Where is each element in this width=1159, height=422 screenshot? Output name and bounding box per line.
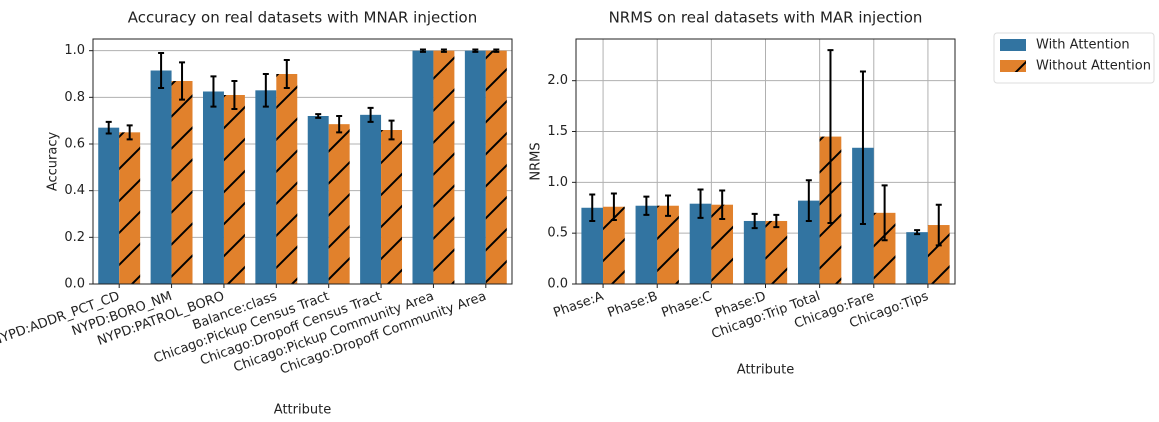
error-bar: [336, 115, 343, 134]
error-bar: [440, 48, 447, 53]
legend-frame: [993, 32, 1155, 84]
legend-label: With Attention: [1036, 38, 1130, 53]
chart-title: Accuracy on real datasets with MNAR inje…: [128, 9, 477, 27]
error-bar: [935, 203, 942, 247]
bar-hatch: [657, 205, 679, 284]
bar-hatch: [119, 132, 141, 284]
x-axis-label: Attribute: [737, 363, 794, 378]
bar: [743, 220, 766, 284]
bar: [906, 232, 928, 284]
error-bar: [315, 113, 322, 119]
bar: [360, 114, 382, 284]
error-bar: [859, 70, 866, 226]
y-tick-label: 0.2: [64, 230, 85, 245]
error-bar: [262, 73, 269, 108]
error-bar: [126, 124, 133, 141]
bar: [98, 127, 120, 285]
plot-frame: [92, 38, 513, 285]
error-bar: [610, 192, 617, 221]
bar: [202, 91, 224, 284]
error-bar: [914, 229, 921, 236]
error-bar: [589, 193, 596, 222]
bar-hatch: [765, 220, 788, 284]
error-bar: [105, 120, 112, 135]
error-bar: [283, 59, 290, 89]
y-tick-label: 0.8: [64, 90, 85, 105]
bar-hatch: [171, 81, 193, 284]
error-bar: [179, 61, 186, 101]
bar: [412, 50, 434, 284]
error-bar: [643, 195, 650, 216]
y-tick-label: 2.0: [547, 73, 568, 88]
y-axis-label: Accuracy: [46, 132, 61, 192]
error-bar: [367, 106, 374, 123]
bar: [307, 116, 329, 284]
bar-hatch: [276, 74, 298, 284]
bar: [797, 200, 820, 284]
bar: [150, 70, 172, 284]
y-tick-label: 1.5: [547, 124, 568, 139]
y-axis-label: NRMS: [529, 142, 544, 180]
error-bar: [158, 52, 165, 89]
y-tick-label: 0.4: [64, 183, 85, 198]
bar-hatch: [873, 212, 896, 284]
legend-label: Without Attention: [1036, 59, 1151, 74]
error-bar: [388, 119, 395, 141]
chart-title: NRMS on real datasets with MAR injection: [609, 9, 923, 27]
bar: [689, 203, 712, 284]
error-bar: [472, 48, 479, 53]
y-tick-label: 1.0: [64, 43, 85, 58]
y-tick-label: 0.0: [547, 277, 568, 292]
y-tick-label: 1.0: [547, 175, 568, 190]
error-bar: [493, 48, 500, 53]
y-tick-label: 0.0: [64, 277, 85, 292]
plot-frame: [575, 38, 956, 285]
bar: [581, 207, 604, 284]
bar-hatch: [328, 124, 350, 285]
bar-hatch: [381, 130, 403, 284]
error-bar: [773, 213, 780, 229]
y-tick-label: 0.6: [64, 137, 85, 152]
x-tick-label: Phase:C: [660, 289, 714, 321]
error-bar: [665, 194, 672, 217]
error-bar: [419, 48, 426, 53]
error-bar: [751, 212, 758, 230]
error-bar: [805, 179, 812, 222]
x-tick-label: Phase:A: [552, 289, 606, 321]
y-tick-label: 0.5: [547, 226, 568, 241]
bar-hatch: [485, 50, 507, 284]
bar: [635, 205, 658, 284]
x-tick-label: Phase:B: [606, 289, 660, 321]
error-bar: [210, 75, 217, 108]
error-bar: [827, 49, 834, 225]
bar-hatch: [223, 95, 245, 284]
error-bar: [881, 184, 888, 242]
bar-hatch: [433, 50, 455, 284]
error-bar: [719, 189, 726, 220]
legend-swatch: [1000, 39, 1026, 51]
error-bar: [697, 188, 704, 219]
error-bar: [231, 80, 238, 110]
bar: [464, 50, 486, 284]
bar-hatch: [927, 225, 950, 284]
bar: [255, 90, 277, 284]
x-axis-label: Attribute: [274, 403, 331, 418]
bar-hatch: [603, 206, 625, 284]
legend-hatch: [1000, 60, 1026, 72]
bar-hatch: [711, 204, 734, 284]
